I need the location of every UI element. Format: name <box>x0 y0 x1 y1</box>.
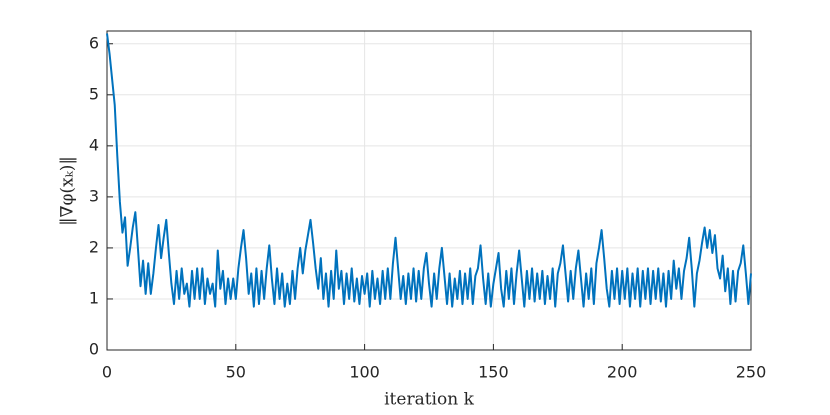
x-tick-label: 0 <box>102 363 112 382</box>
x-tick-label: 50 <box>226 363 246 382</box>
x-tick-label: 200 <box>607 363 638 382</box>
x-tick-label: 100 <box>349 363 380 382</box>
data-line <box>106 33 752 308</box>
y-tick-label: 0 <box>89 340 99 359</box>
axes-box <box>106 30 752 351</box>
y-tick-label: 6 <box>89 33 99 52</box>
x-axis-label: iteration k <box>384 390 474 410</box>
y-axis-label: ‖∇φ(xₖ)‖ <box>58 156 78 226</box>
y-tick-label: 5 <box>89 84 99 103</box>
y-tick-label: 1 <box>89 288 99 307</box>
y-tick-label: 3 <box>89 186 99 205</box>
x-tick-label: 250 <box>736 363 767 382</box>
x-tick-label: 150 <box>478 363 509 382</box>
y-tick-label: 2 <box>89 237 99 256</box>
y-tick-label: 4 <box>89 135 99 154</box>
